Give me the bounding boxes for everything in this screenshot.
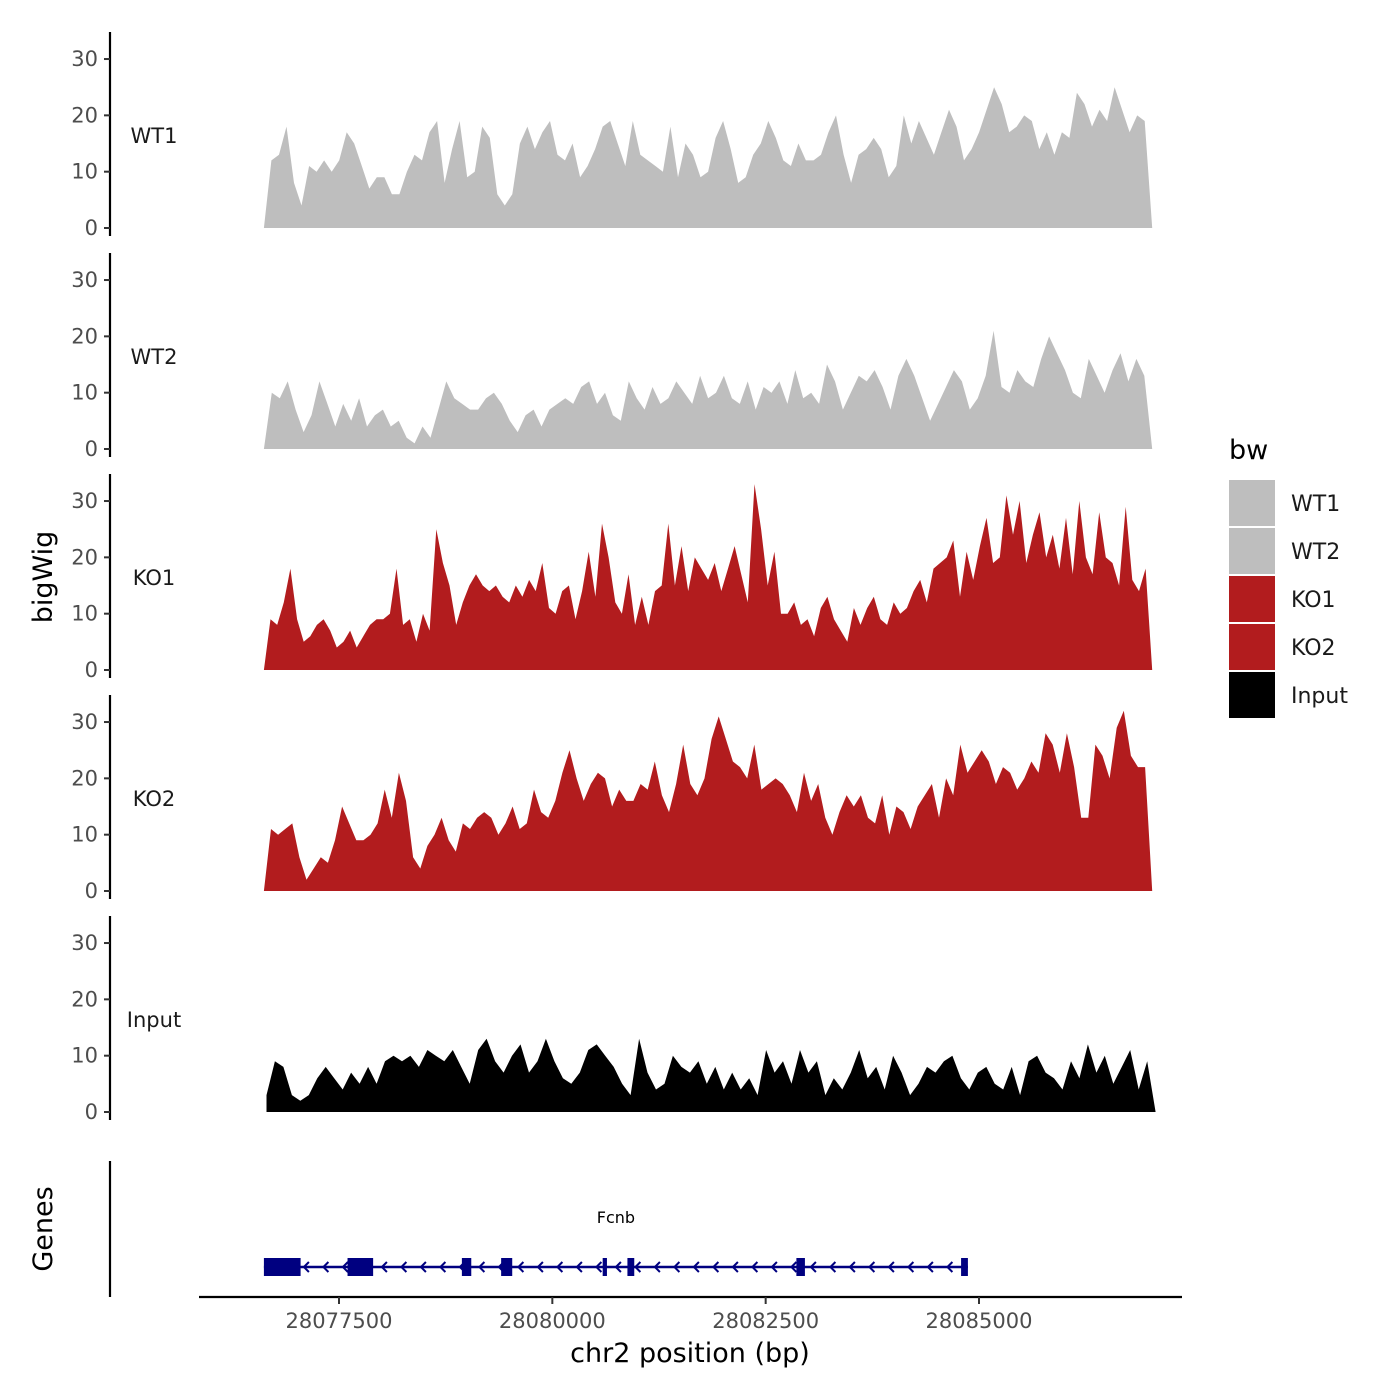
- y-tick-label: 20: [71, 766, 98, 790]
- track-label: WT1: [131, 124, 178, 148]
- strand-arrow: [750, 1261, 759, 1273]
- coverage-tracks: 0 10 20 30 WT1 0 10 20 30 WT2 0 10 20 30 KO1 0 10 20 30 KO2…: [71, 32, 1156, 1124]
- y-tick-label: 30: [71, 931, 98, 955]
- gene-exon: [961, 1258, 968, 1276]
- y-tick-label: 0: [85, 658, 98, 682]
- x-tick-label: 28082500: [712, 1309, 819, 1333]
- y-tick-label: 0: [85, 879, 98, 903]
- strand-arrow: [477, 1261, 486, 1273]
- strand-arrow: [653, 1261, 661, 1273]
- legend-swatch-wt1: [1229, 480, 1275, 526]
- track-label: WT2: [131, 345, 178, 369]
- x-tick-label: 28085000: [926, 1309, 1033, 1333]
- track-wt2: 0 10 20 30 WT2: [71, 253, 1153, 461]
- legend-swatch-wt2: [1229, 528, 1275, 574]
- strand-arrow: [848, 1261, 856, 1273]
- strand-arrow: [770, 1261, 778, 1273]
- track-label: KO2: [133, 787, 176, 811]
- y-tick-label: 30: [71, 268, 98, 292]
- y-tick-label: 0: [85, 437, 98, 461]
- legend-label: KO1: [1291, 588, 1336, 613]
- track-label: KO1: [133, 566, 176, 590]
- track-input: 0 10 20 30 Input: [71, 916, 1156, 1124]
- strand-arrow: [341, 1261, 349, 1273]
- legend: bw WT1 WT2 KO1 KO2 Input: [1229, 435, 1348, 718]
- legend-swatch-ko2: [1229, 624, 1275, 670]
- legend-label: KO2: [1291, 636, 1336, 661]
- strand-arrow: [419, 1261, 427, 1273]
- gene-track: Fcnb: [108, 1161, 968, 1297]
- coverage-area-wt2: [263, 330, 1153, 449]
- y-tick-label: 20: [71, 324, 98, 348]
- coverage-area-input: [266, 1038, 1156, 1112]
- strand-arrow: [692, 1261, 700, 1273]
- y-tick-label: 10: [71, 1044, 98, 1068]
- y-tick-label: 0: [85, 216, 98, 240]
- strand-arrow: [887, 1261, 895, 1273]
- y-tick-label: 10: [71, 602, 98, 626]
- gene-exon: [602, 1258, 607, 1276]
- legend-swatch-ko1: [1229, 576, 1275, 622]
- gene-exon: [461, 1258, 472, 1276]
- strand-arrow: [867, 1261, 876, 1273]
- strand-arrow: [614, 1261, 622, 1273]
- strand-arrow: [380, 1261, 388, 1273]
- y-tick-label: 20: [71, 545, 98, 569]
- track-ko2: 0 10 20 30 KO2: [71, 695, 1153, 903]
- strand-arrow: [789, 1261, 798, 1273]
- strand-arrow: [302, 1261, 310, 1273]
- y-tick-label: 0: [85, 1100, 98, 1124]
- legend-label: WT1: [1291, 492, 1340, 517]
- legend-title: bw: [1229, 435, 1268, 466]
- gene-exon: [796, 1258, 805, 1276]
- track-wt1: 0 10 20 30 WT1: [71, 32, 1153, 240]
- y-tick-label: 20: [71, 987, 98, 1011]
- coverage-area-ko1: [263, 484, 1153, 670]
- gene-exon: [347, 1258, 374, 1276]
- coverage-area-wt1: [263, 87, 1153, 228]
- strand-arrow: [809, 1261, 817, 1273]
- strand-arrow: [555, 1261, 564, 1273]
- x-axis-title: chr2 position (bp): [570, 1338, 810, 1369]
- gene-exon: [263, 1258, 301, 1276]
- strand-arrow: [321, 1261, 330, 1273]
- y-tick-label: 10: [71, 381, 98, 405]
- strand-arrow: [575, 1261, 583, 1273]
- strand-arrow: [594, 1261, 603, 1273]
- strand-arrow: [516, 1261, 525, 1273]
- strand-arrow: [633, 1261, 642, 1273]
- gene-exon: [501, 1258, 513, 1276]
- legend-label: WT2: [1291, 540, 1340, 565]
- strand-arrow: [711, 1261, 720, 1273]
- strand-arrow: [906, 1261, 915, 1273]
- strand-arrow: [828, 1261, 837, 1273]
- y-tick-label: 30: [71, 489, 98, 513]
- strand-arrow: [438, 1261, 447, 1273]
- legend-swatch-input: [1229, 672, 1275, 718]
- strand-arrow: [536, 1261, 544, 1273]
- legend-label: Input: [1291, 684, 1348, 709]
- strand-arrow: [731, 1261, 739, 1273]
- gene-exon: [627, 1258, 635, 1276]
- y-tick-label: 30: [71, 710, 98, 734]
- coverage-area-ko2: [263, 710, 1153, 891]
- track-label: Input: [127, 1008, 181, 1032]
- track-ko1: 0 10 20 30 KO1: [71, 474, 1153, 682]
- gene-name-label: Fcnb: [597, 1208, 635, 1227]
- y-tick-label: 10: [71, 160, 98, 184]
- y-axis-title: bigWig: [28, 531, 59, 624]
- x-tick-label: 28077500: [286, 1309, 393, 1333]
- strand-arrow: [945, 1261, 954, 1273]
- y-tick-label: 10: [71, 823, 98, 847]
- strand-arrow: [926, 1261, 934, 1273]
- x-tick-label: 28080000: [499, 1309, 606, 1333]
- strand-arrow: [672, 1261, 681, 1273]
- y-tick-label: 20: [71, 103, 98, 127]
- genes-axis-title: Genes: [28, 1186, 59, 1271]
- y-tick-label: 30: [71, 47, 98, 71]
- strand-arrow: [399, 1261, 408, 1273]
- x-axis: 28077500 28080000 28082500 28085000: [199, 1295, 1182, 1333]
